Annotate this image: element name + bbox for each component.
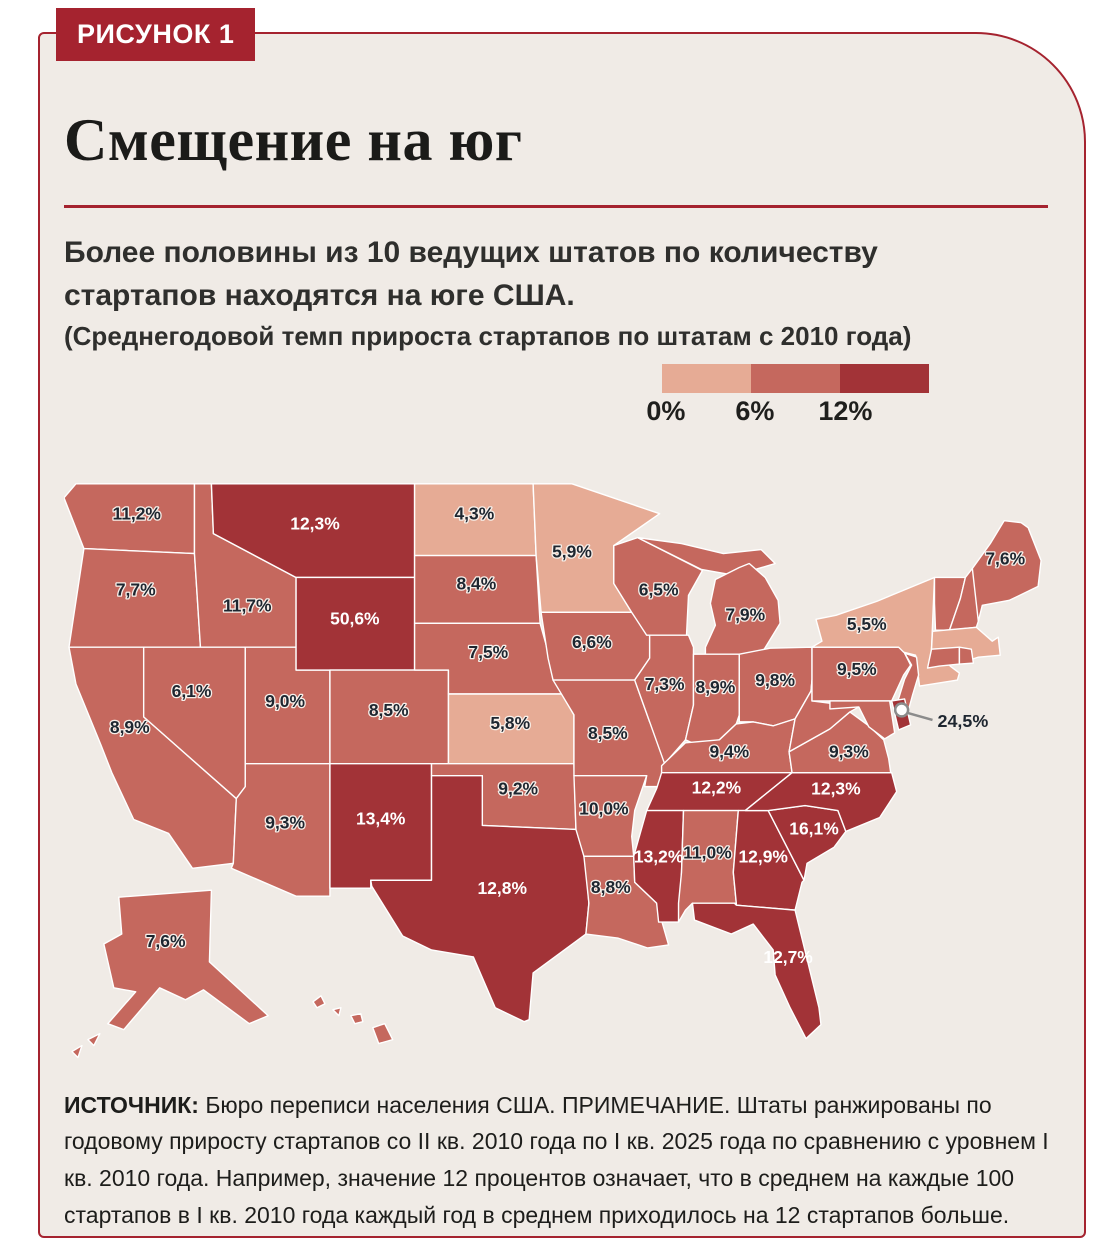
legend-swatch-low [662, 364, 751, 394]
state-label-NV: 6,1% [172, 681, 212, 701]
state-label-AZ: 9,3% [265, 813, 305, 833]
legend-tick-6: 6% [735, 396, 775, 427]
state-label-OR: 7,7% [116, 580, 156, 600]
delaware-callout: 24,5% [893, 702, 988, 731]
state-label-ME: 7,6% [985, 549, 1025, 569]
delaware-callout-line [907, 711, 933, 722]
state-AK [71, 1045, 83, 1059]
state-AR [573, 775, 648, 858]
state-label-KS: 5,8% [490, 713, 530, 733]
delaware-callout-value: 24,5% [937, 711, 988, 731]
state-label-WY: 50,6% [330, 608, 380, 628]
legend-tick-0: 0% [646, 396, 686, 427]
state-label-WI: 6,5% [639, 580, 679, 600]
state-label-MO: 8,5% [588, 723, 628, 743]
figure-tag: РИСУНОК 1 [56, 8, 256, 61]
state-NC [744, 772, 898, 833]
legend-swatch-mid [751, 364, 840, 394]
state-MI [636, 537, 776, 577]
figure-subtitle-note: (Среднегодовой темп прироста стартапов п… [64, 321, 912, 352]
state-label-AL: 11,0% [683, 843, 732, 863]
state-WV [788, 679, 860, 753]
state-TX [370, 775, 590, 1023]
state-label-LA: 8,8% [591, 877, 631, 897]
state-label-UT: 9,0% [265, 691, 305, 711]
state-ME [971, 520, 1042, 623]
state-AK [87, 1033, 101, 1047]
state-label-MN: 5,9% [552, 542, 592, 562]
state-label-NE: 7,5% [468, 642, 508, 662]
figure-title: Смещение на юг [64, 107, 523, 173]
us-choropleth-map: 11,2% 7,7% 8,9% 11,7% 6,1% 9,0% 9,3% 12,3% 50,6%… [64, 483, 1042, 1059]
state-label-OH: 9,8% [755, 670, 795, 690]
state-label-NC: 12,3% [811, 779, 861, 799]
map-container: 11,2% 7,7% 8,9% 11,7% 6,1% 9,0% 9,3% 12,3% 50,6%… [64, 444, 1060, 1067]
state-CT [926, 646, 961, 669]
state-label-SC: 16,1% [789, 819, 839, 839]
state-IL [634, 634, 695, 765]
state-label-MT: 12,3% [290, 514, 340, 534]
state-HI [350, 1013, 364, 1025]
state-label-MI: 7,9% [725, 604, 765, 624]
state-label-TN: 12,2% [692, 778, 742, 798]
state-label-IA: 6,6% [572, 632, 612, 652]
legend-swatches [662, 364, 929, 394]
state-label-IN: 8,9% [696, 677, 736, 697]
delaware-marker-icon [893, 702, 910, 718]
state-MI [704, 563, 781, 656]
state-label-VA: 9,3% [829, 742, 869, 762]
state-label-NY: 5,5% [847, 614, 887, 634]
state-label-ND: 4,3% [454, 504, 494, 524]
state-RI [958, 646, 975, 666]
legend-tick-12: 12% [818, 396, 873, 427]
state-label-GA: 12,9% [738, 847, 788, 867]
state-MD [829, 700, 896, 740]
state-label-OK: 9,2% [498, 779, 538, 799]
state-label-WA: 11,2% [112, 504, 161, 524]
state-label-ID: 11,7% [223, 596, 272, 616]
state-NY [811, 576, 961, 687]
state-label-AR: 10,0% [579, 799, 629, 819]
state-label-TX: 12,8% [478, 878, 528, 898]
state-label-NM: 13,4% [356, 809, 406, 829]
state-HI [312, 995, 326, 1009]
state-HI [372, 1023, 394, 1045]
legend: 0% 6% 12% [62, 360, 1060, 444]
state-label-IL: 7,3% [645, 674, 685, 694]
title-rule [64, 205, 1048, 208]
legend-swatch-high [840, 364, 929, 394]
state-label-MS: 13,2% [634, 847, 684, 867]
state-label-FL: 12,7% [763, 947, 813, 967]
figure-card: РИСУНОК 1 Смещение на юг Более половины … [38, 8, 1086, 1238]
source-label: ИСТОЧНИК: [64, 1091, 199, 1118]
state-label-PA: 9,5% [837, 659, 877, 679]
state-HI [332, 1007, 342, 1017]
state-label-SD: 8,4% [456, 574, 496, 594]
state-label-CA: 8,9% [110, 717, 150, 737]
state-label-KY: 9,4% [709, 742, 749, 762]
state-FL [691, 902, 822, 1040]
figure-subtitle: Более половины из 10 ведущих штатов по к… [64, 236, 878, 312]
source-text: Бюро переписи населения США. ПРИМЕЧАНИЕ.… [64, 1091, 1049, 1229]
state-AK [103, 889, 269, 1031]
state-label-CO: 8,5% [369, 700, 409, 720]
source-note: ИСТОЧНИК: Бюро переписи населения США. П… [64, 1087, 1049, 1234]
state-label-AK: 7,6% [146, 931, 186, 951]
